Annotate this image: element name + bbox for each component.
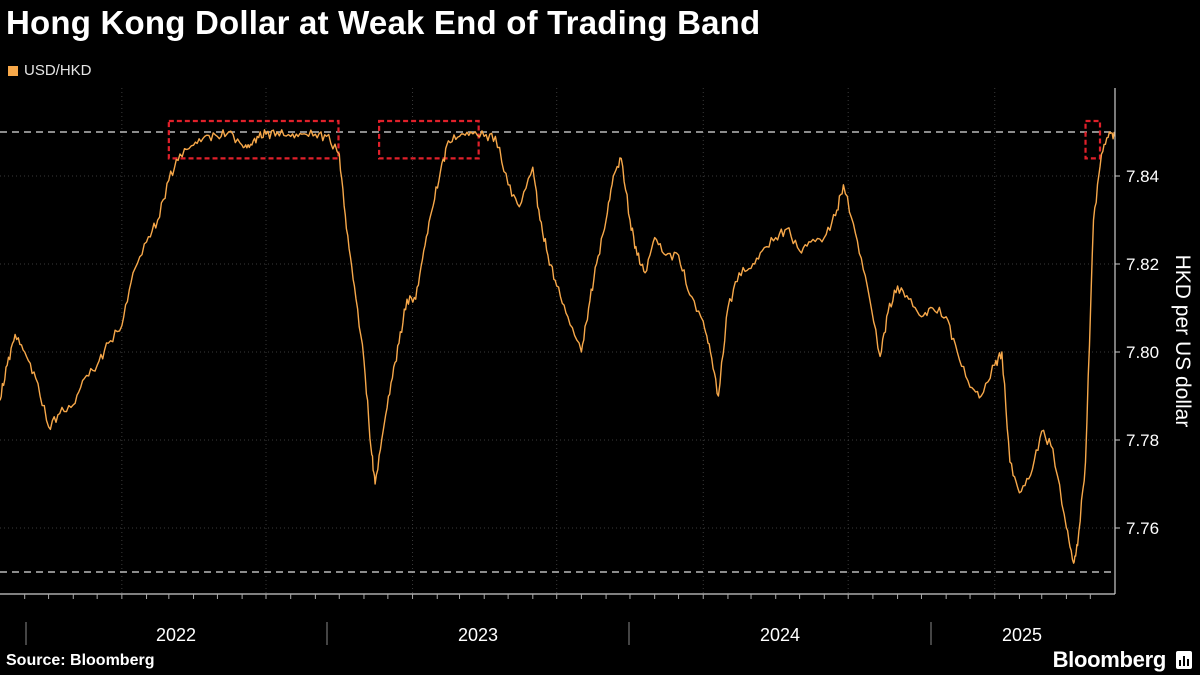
y-tick-label: 7.76 (1126, 519, 1159, 538)
y-axis-label: HKD per US dollar (1171, 255, 1194, 428)
x-tick-labels: 2022 2023 2024 2025 (156, 625, 1042, 645)
y-tick-label: 7.78 (1126, 431, 1159, 450)
grid-lines (0, 88, 1115, 594)
highlight-box (1084, 119, 1102, 160)
x-tick-label: 2024 (760, 625, 800, 645)
brand-logo: Bloomberg (1052, 647, 1167, 672)
highlight-box (167, 119, 340, 160)
y-tick-label: 7.82 (1126, 255, 1159, 274)
axes (0, 88, 1120, 645)
x-tick-label: 2025 (1002, 625, 1042, 645)
legend: USD/HKD (8, 62, 92, 79)
x-tick-label: 2023 (458, 625, 498, 645)
bloomberg-icon (1176, 651, 1192, 669)
highlight-box (378, 119, 480, 160)
chart-title: Hong Kong Dollar at Weak End of Trading … (6, 4, 761, 41)
x-tick-label: 2022 (156, 625, 196, 645)
reference-lines (0, 131, 1115, 573)
series-group (0, 129, 1116, 564)
series-line-usd-hkd (0, 129, 1116, 564)
legend-swatch (8, 65, 18, 76)
source-note: Source: Bloomberg (6, 652, 155, 669)
y-tick-label: 7.80 (1126, 343, 1159, 362)
y-tick-label: 7.84 (1126, 167, 1159, 186)
legend-label: USD/HKD (24, 62, 92, 79)
y-tick-labels: 7.76 7.78 7.80 7.82 7.84 (1126, 167, 1159, 538)
highlight-boxes (167, 119, 1102, 160)
